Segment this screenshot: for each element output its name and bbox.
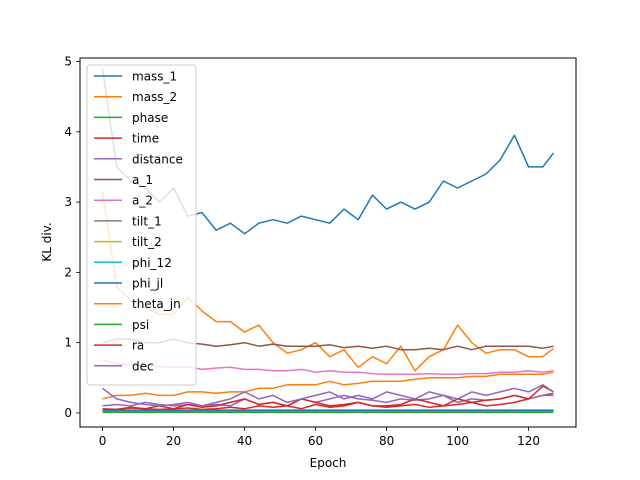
legend-label-ra: ra — [132, 339, 144, 353]
legend-label-distance: distance — [132, 152, 183, 166]
legend-label-mass_2: mass_2 — [132, 90, 177, 104]
x-tick-label: 120 — [517, 434, 540, 448]
y-axis: 0 1 2 3 4 5 — [64, 55, 80, 420]
y-tick-label: 4 — [64, 125, 72, 139]
series-line-time — [102, 392, 554, 411]
y-tick-label: 1 — [64, 336, 72, 350]
legend-label-phi_12: phi_12 — [132, 256, 172, 270]
x-tick-label: 80 — [379, 434, 394, 448]
y-axis-label: KL div. — [40, 222, 54, 261]
legend-label-phi_jl: phi_jl — [132, 277, 163, 291]
x-tick-label: 40 — [237, 434, 252, 448]
x-axis-label: Epoch — [310, 456, 347, 470]
x-tick-label: 0 — [99, 434, 107, 448]
legend-label-a_2: a_2 — [132, 194, 153, 208]
x-tick-label: 20 — [166, 434, 181, 448]
legend-label-tilt_1: tilt_1 — [132, 214, 162, 228]
y-tick-label: 2 — [64, 265, 72, 279]
legend-label-mass_1: mass_1 — [132, 70, 177, 84]
series-line-distance — [102, 394, 554, 407]
x-tick-label: 100 — [446, 434, 469, 448]
legend-frame — [86, 64, 197, 386]
legend-label-phase: phase — [132, 111, 168, 125]
x-axis: 0 20 40 60 80 100 120 — [99, 427, 540, 448]
legend-label-psi: psi — [132, 318, 149, 332]
series-line-dec — [102, 384, 554, 407]
y-tick-label: 0 — [64, 406, 72, 420]
legend-label-a_1: a_1 — [132, 173, 153, 187]
legend-label-dec: dec — [132, 359, 154, 373]
plot-lines — [101, 68, 555, 413]
x-tick-label: 60 — [308, 434, 323, 448]
series-line-ra — [102, 385, 554, 411]
series-line-theta_jn — [102, 371, 554, 400]
legend-label-theta_jn: theta_jn — [132, 297, 181, 311]
y-tick-label: 5 — [64, 55, 72, 69]
legend-label-time: time — [132, 132, 159, 146]
axes-frame — [79, 57, 577, 428]
legend-label-tilt_2: tilt_2 — [132, 235, 162, 249]
y-tick-label: 3 — [64, 195, 72, 209]
